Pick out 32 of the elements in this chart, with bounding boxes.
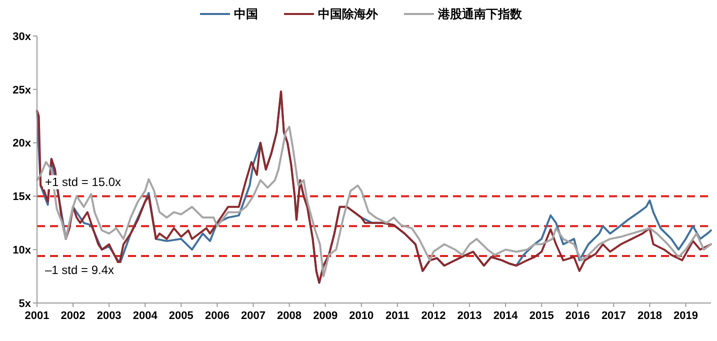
ref-line-label: –1 std = 9.4x (45, 263, 114, 278)
y-tick-label: 25x (12, 84, 32, 96)
line-series (36, 90, 712, 284)
x-tick-label: 2008 (277, 310, 302, 322)
x-tick-label: 2011 (385, 310, 410, 322)
legend-label: 中国 (234, 7, 258, 21)
y-tick-label: 10x (12, 244, 32, 256)
x-tick-label: 2002 (60, 310, 86, 322)
y-tick-label: 30x (12, 30, 32, 43)
x-tick-label: 2010 (349, 310, 374, 322)
x-tick-label: 2005 (168, 310, 194, 322)
line-series (36, 126, 712, 278)
x-tick-label: 2015 (529, 310, 554, 322)
x-tick-label: 2001 (24, 310, 50, 322)
x-tick-label: 2013 (457, 310, 482, 322)
x-tick-label: 2018 (637, 310, 662, 322)
x-tick-label: 2004 (132, 310, 158, 322)
x-tick-label: 2006 (204, 310, 230, 322)
x-tick-label: 2017 (601, 310, 626, 322)
legend-label: 中国除海外 (318, 7, 379, 21)
x-tick-label: 2019 (674, 310, 698, 322)
y-tick-label: 15x (12, 191, 32, 204)
x-tick-label: 2003 (96, 310, 122, 322)
x-tick-label: 2012 (421, 310, 446, 322)
x-tick-label: 2016 (565, 310, 590, 322)
y-tick-label: 20x (12, 138, 32, 150)
y-tick-label: 5x (18, 298, 32, 310)
x-tick-label: 2014 (493, 310, 519, 322)
ref-line-label: +1 std = 15.0x (45, 175, 122, 190)
legend-label: 港股通南下指数 (437, 7, 523, 21)
x-tick-label: 2007 (241, 310, 266, 322)
x-tick-label: 2009 (313, 310, 338, 322)
